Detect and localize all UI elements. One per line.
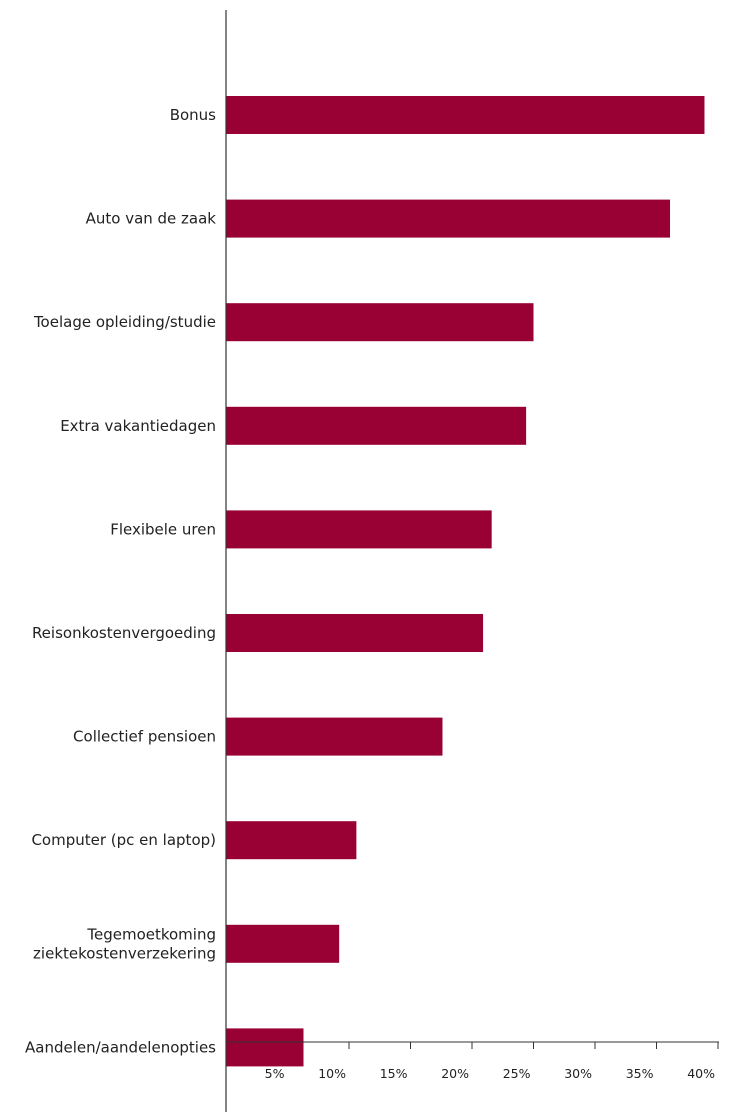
category-label-3: Toelage opleiding/studie xyxy=(33,313,216,331)
bar-4 xyxy=(226,406,527,445)
x-tick-label-40: 40% xyxy=(687,1066,715,1081)
category-label-4: Extra vakantiedagen xyxy=(60,417,216,435)
x-tick-label-20: 20% xyxy=(441,1066,469,1081)
x-tick-label-15: 15% xyxy=(380,1066,408,1081)
category-label-line: Reisonkostenvergoeding xyxy=(32,624,216,642)
category-label-10: Aandelen/aandelenopties xyxy=(25,1038,216,1056)
category-label-line: Bonus xyxy=(170,106,216,124)
x-tick-label-5: 5% xyxy=(265,1066,285,1081)
category-label-5: Flexibele uren xyxy=(110,520,216,538)
category-label-line: Aandelen/aandelenopties xyxy=(25,1038,216,1056)
category-label-2: Auto van de zaak xyxy=(86,210,217,228)
bar-3 xyxy=(226,303,534,342)
x-tick-label-25: 25% xyxy=(503,1066,531,1081)
category-label-9: Tegemoetkoming ziektekostenverzekering xyxy=(33,925,216,962)
category-label-6: Reisonkostenvergoeding xyxy=(32,624,216,642)
x-tick-label-30: 30% xyxy=(564,1066,592,1081)
bar-2 xyxy=(226,199,671,238)
bar-5 xyxy=(226,510,492,549)
category-label-line: Auto van de zaak xyxy=(86,210,217,228)
bar-8 xyxy=(226,821,357,860)
x-tick-label-10: 10% xyxy=(318,1066,346,1081)
category-label-line: Extra vakantiedagen xyxy=(60,417,216,435)
bar-1 xyxy=(226,96,705,134)
category-label-line: Flexibele uren xyxy=(110,520,216,538)
category-label-line: ziektekostenverzekering xyxy=(33,944,216,962)
bar-6 xyxy=(226,614,484,652)
category-label-1: Bonus xyxy=(170,106,216,124)
category-label-8: Computer (pc en laptop) xyxy=(31,831,216,849)
category-label-line: Tegemoetkoming xyxy=(86,925,216,943)
bar-9 xyxy=(226,924,340,963)
x-tick-label-35: 35% xyxy=(626,1066,654,1081)
category-label-line: Toelage opleiding/studie xyxy=(33,313,216,331)
bar-7 xyxy=(226,717,443,756)
bar-10 xyxy=(226,1028,304,1067)
category-label-line: Collectief pensioen xyxy=(73,728,216,746)
category-label-line: Computer (pc en laptop) xyxy=(31,831,216,849)
category-label-7: Collectief pensioen xyxy=(73,728,216,746)
